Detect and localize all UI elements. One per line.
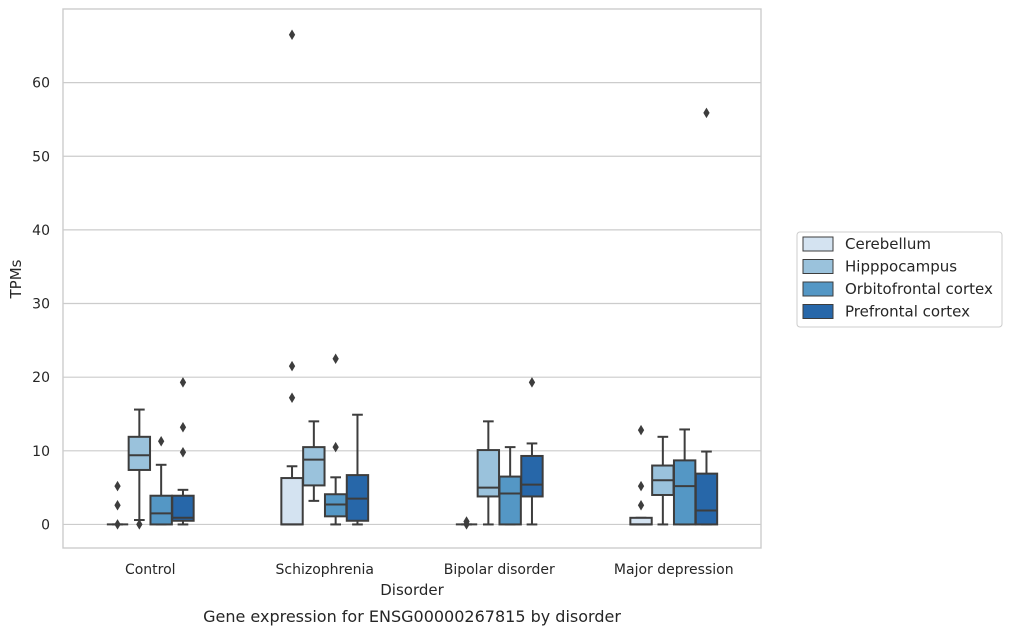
- outlier-point: [179, 447, 187, 458]
- box-group: [476, 420, 501, 526]
- outlier-point: [528, 377, 536, 388]
- outlier-point: [332, 353, 339, 365]
- y-tick-label: 30: [32, 297, 50, 313]
- x-tick-label: Major depression: [614, 562, 734, 578]
- box-iqr: [171, 494, 195, 522]
- box-group: [149, 435, 173, 526]
- box-group: [694, 107, 719, 526]
- outlier-point: [179, 377, 187, 388]
- outlier-point: [332, 441, 339, 453]
- outlier-point: [114, 519, 121, 530]
- x-axis-title: Disorder: [380, 581, 444, 599]
- box-iqr: [127, 435, 152, 471]
- legend-label: Hipppocampus: [845, 258, 957, 276]
- box-group: [672, 428, 697, 526]
- outlier-point: [637, 500, 645, 511]
- legend-swatch: [802, 236, 834, 252]
- legend-frame: [796, 231, 1003, 328]
- plot-area-frame: [62, 8, 762, 549]
- outlier-point: [463, 516, 470, 527]
- box-iqr: [520, 454, 544, 498]
- y-tick-label: 10: [32, 444, 50, 460]
- outlier-point: [158, 435, 165, 447]
- box-group: [651, 435, 675, 526]
- y-tick-label: 60: [32, 76, 50, 92]
- x-tick-label: Schizophrenia: [276, 562, 374, 578]
- x-tick-label: Control: [125, 562, 176, 578]
- outlier-point: [288, 29, 296, 41]
- legend-label: Orbitofrontal cortex: [845, 280, 993, 298]
- chart-caption: Gene expression for ENSG00000267815 by d…: [203, 607, 621, 626]
- box-iqr: [694, 472, 719, 526]
- y-tick-label: 0: [41, 517, 50, 533]
- legend-swatch: [802, 259, 834, 274]
- x-tick-label: Bipolar disorder: [444, 562, 555, 578]
- outlier-point: [703, 107, 710, 119]
- y-axis-title: TPMs: [7, 259, 25, 299]
- box-iqr: [149, 494, 173, 526]
- box-iqr: [302, 446, 326, 487]
- legend-label: Cerebellum: [845, 235, 931, 253]
- outlier-point: [114, 500, 121, 511]
- box-iqr: [280, 477, 304, 526]
- box-group: [171, 377, 195, 526]
- outlier-point: [288, 360, 296, 372]
- y-tick-label: 50: [32, 149, 50, 165]
- outlier-point: [288, 392, 296, 404]
- y-tick-label: 20: [32, 370, 50, 386]
- box-group: [302, 420, 326, 502]
- box-group: [520, 377, 544, 526]
- outlier-point: [637, 424, 645, 436]
- box-group: [345, 413, 370, 526]
- box-group: [498, 446, 522, 526]
- outlier-point: [179, 421, 187, 433]
- box-group: [455, 516, 478, 530]
- box-group: [629, 424, 653, 526]
- boxes: [106, 29, 719, 530]
- legend-label: Prefrontal cortex: [845, 303, 970, 321]
- box-iqr: [498, 475, 522, 526]
- legend-swatch: [802, 281, 834, 297]
- x-axis-ticks: Control Schizophrenia Bipolar disorder Majo…: [125, 562, 734, 578]
- box-group: [280, 29, 304, 526]
- outlier-point: [136, 519, 143, 530]
- box-iqr: [672, 459, 697, 526]
- outlier-point: [637, 480, 645, 492]
- y-tick-label: 40: [32, 223, 50, 239]
- box-group: [127, 408, 152, 530]
- legend-swatch: [802, 304, 834, 319]
- y-axis-ticks: 0 10 20 30 40 50 60: [32, 76, 50, 534]
- outlier-point: [114, 480, 121, 492]
- legend: Cerebellum Hipppocampus Orbitofrontal cort…: [796, 231, 1003, 328]
- box-group: [106, 480, 129, 530]
- box-iqr: [476, 449, 501, 498]
